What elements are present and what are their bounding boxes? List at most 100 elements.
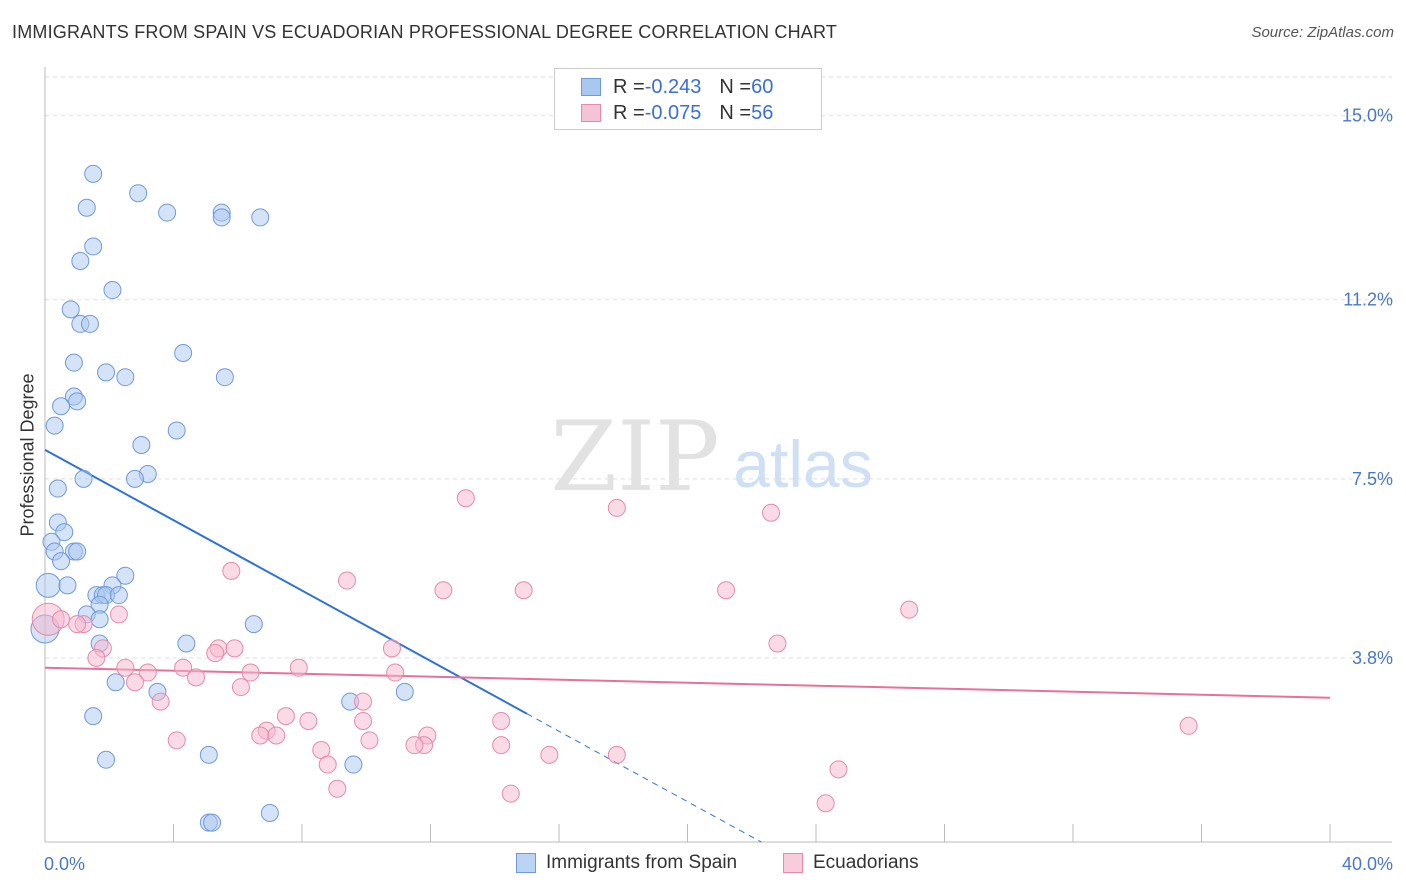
point-spain (52, 397, 71, 416)
point-spain (48, 479, 67, 498)
point-ecuadorian (382, 639, 401, 658)
point-ecuadorian (405, 736, 424, 755)
point-spain (129, 184, 148, 203)
legend-n-value: 60 (751, 75, 774, 98)
point-spain (103, 281, 122, 300)
point-spain (244, 615, 263, 634)
point-ecuadorian (501, 784, 520, 803)
point-ecuadorian (816, 794, 835, 813)
point-spain (109, 586, 128, 605)
legend-row-ecuadorian: R = -0.075 N = 56 (581, 101, 773, 125)
point-ecuadorian (829, 760, 848, 779)
legend-n-value: 56 (751, 101, 774, 124)
point-spain (97, 363, 116, 382)
data-points (30, 164, 1198, 832)
point-ecuadorian (607, 745, 626, 764)
point-spain (199, 745, 218, 764)
point-ecuadorian (492, 711, 511, 730)
point-ecuadorian (87, 649, 106, 668)
point-spain (116, 566, 135, 585)
legend-swatch-blue (581, 78, 601, 96)
point-spain (90, 610, 109, 629)
series-legend: Immigrants from Spain Ecuadorians (0, 852, 1406, 878)
point-spain (84, 164, 103, 183)
trend-line-spain (44, 448, 528, 715)
y-tick-label: 11.2% (1343, 290, 1393, 310)
point-ecuadorian (456, 489, 475, 508)
legend-n-label: N = (719, 75, 752, 98)
point-spain (55, 523, 74, 542)
chart-source: Source: ZipAtlas.com (1251, 24, 1394, 41)
watermark: ZIP atlas (550, 401, 872, 513)
point-ecuadorian (717, 581, 736, 600)
point-ecuadorian (360, 731, 379, 750)
point-spain (77, 198, 96, 217)
point-spain (84, 707, 103, 726)
y-tick-label: 3.8% (1352, 648, 1393, 668)
point-spain (52, 552, 71, 571)
legend-n-label: N = (719, 101, 752, 124)
point-ecuadorian (267, 726, 286, 745)
watermark-zip: ZIP (550, 401, 719, 513)
y-tick-label: 15.0% (1342, 106, 1393, 126)
point-ecuadorian (318, 755, 337, 774)
point-ecuadorian (354, 692, 373, 711)
point-ecuadorian (167, 731, 186, 750)
point-ecuadorian (328, 779, 347, 798)
point-spain (64, 353, 83, 372)
point-spain (74, 469, 93, 488)
point-ecuadorian (222, 561, 241, 580)
legend-item-ecuadorians: Ecuadorians (783, 852, 919, 874)
point-spain (106, 673, 125, 692)
legend-r-label: R = (613, 75, 645, 98)
point-spain (260, 803, 279, 822)
point-ecuadorian (1179, 716, 1198, 735)
x-tick-label: 40.0% (1342, 854, 1393, 874)
point-spain (45, 416, 64, 435)
point-spain (132, 435, 151, 454)
point-ecuadorian (138, 663, 157, 682)
point-ecuadorian (900, 600, 919, 619)
point-ecuadorian (125, 673, 144, 692)
point-ecuadorian (299, 711, 318, 730)
point-ecuadorian (276, 707, 295, 726)
point-spain (158, 203, 177, 222)
point-ecuadorian (514, 581, 533, 600)
legend-swatch-pink (783, 853, 803, 873)
point-spain (80, 314, 99, 333)
point-ecuadorian (174, 658, 193, 677)
point-ecuadorian (354, 711, 373, 730)
chart-title: IMMIGRANTS FROM SPAIN VS ECUADORIAN PROF… (12, 22, 838, 42)
point-ecuadorian (492, 736, 511, 755)
point-spain (125, 469, 144, 488)
point-spain (215, 368, 234, 387)
point-ecuadorian (109, 605, 128, 624)
point-ecuadorian (68, 615, 87, 634)
axes (44, 67, 1392, 843)
point-ecuadorian (116, 658, 135, 677)
point-spain (395, 682, 414, 701)
point-spain (251, 208, 270, 227)
y-tick-label: 7.5% (1352, 469, 1393, 489)
point-ecuadorian (186, 668, 205, 687)
point-ecuadorian (762, 503, 781, 522)
point-spain (344, 755, 363, 774)
point-spain (68, 392, 87, 411)
watermark-atlas: atlas (733, 427, 872, 501)
point-spain (203, 813, 222, 832)
legend-swatch-blue (516, 853, 536, 873)
point-spain (61, 300, 80, 319)
point-spain (174, 343, 193, 362)
point-spain (84, 237, 103, 256)
point-spain (71, 251, 90, 270)
x-tick-label: 0.0% (44, 854, 85, 874)
point-ecuadorian (337, 571, 356, 590)
tick-labels: 3.8% 7.5% 11.2% 15.0% 0.0% 40.0% (44, 106, 1393, 874)
point-ecuadorian (540, 745, 559, 764)
point-ecuadorian (607, 498, 626, 517)
point-ecuadorian (386, 663, 405, 682)
correlation-legend: R = -0.243 N = 60 R = -0.075 N = 56 (554, 68, 822, 130)
point-spain (35, 572, 61, 598)
point-spain (68, 542, 87, 561)
